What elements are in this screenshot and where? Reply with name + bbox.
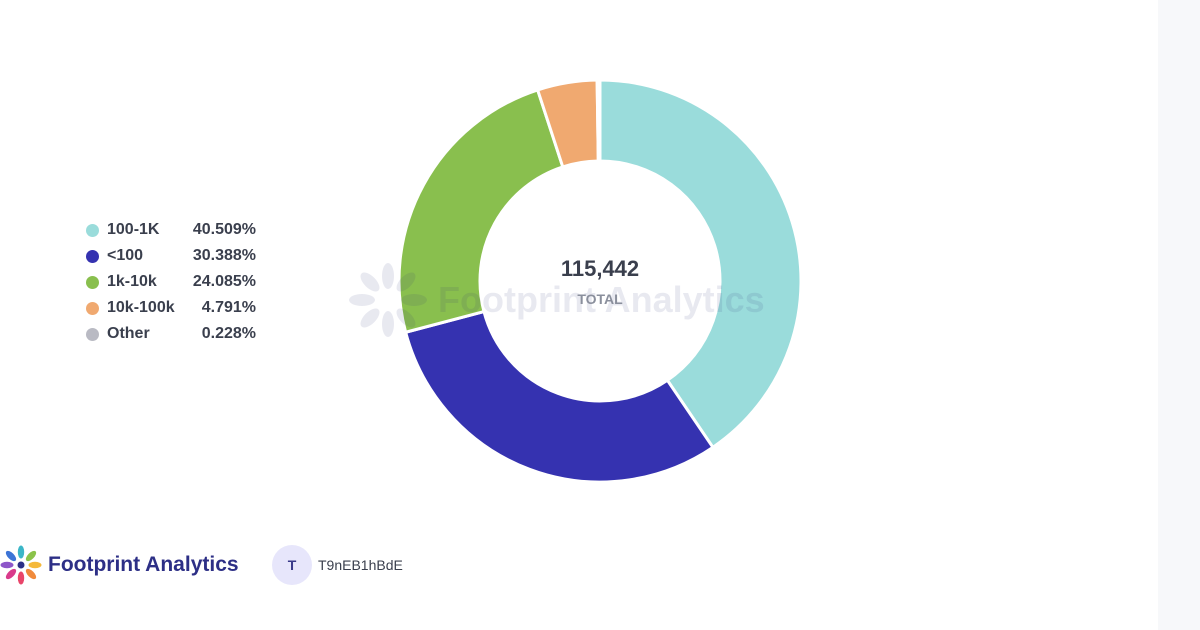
legend-value: 0.228%	[201, 325, 256, 342]
legend-swatch	[86, 327, 99, 341]
donut-slice[interactable]	[397, 88, 565, 335]
legend-swatch	[86, 249, 99, 263]
legend-swatch	[86, 223, 99, 237]
avatar: T	[272, 545, 312, 585]
footprint-logo-icon	[0, 545, 42, 585]
legend-value: 4.791%	[201, 299, 256, 316]
donut-center-label: TOTAL	[577, 291, 623, 307]
legend-item[interactable]: 1k-10k 24.085%	[86, 269, 256, 295]
legend-label: 10k-100k	[107, 299, 175, 316]
author-chip[interactable]: T T9nEB1hBdE	[272, 545, 403, 585]
brand-name: Footprint Analytics	[48, 553, 239, 576]
donut-slice[interactable]	[403, 309, 715, 484]
legend-swatch	[86, 275, 99, 289]
donut-slice[interactable]	[598, 78, 803, 450]
donut-slice[interactable]	[595, 78, 602, 163]
legend-item[interactable]: 10k-100k 4.791%	[86, 295, 256, 321]
chart-legend: 100-1K 40.509% <100 30.388% 1k-10k 24.08…	[86, 217, 256, 347]
legend-item[interactable]: 100-1K 40.509%	[86, 217, 256, 243]
donut-center-total: 115,442	[560, 256, 640, 281]
legend-item[interactable]: <100 30.388%	[86, 243, 256, 269]
legend-label: 1k-10k	[107, 273, 157, 290]
legend-label: Other	[107, 325, 150, 342]
legend-label: <100	[107, 247, 144, 264]
legend-value: 30.388%	[192, 247, 256, 264]
footer-brand[interactable]: Footprint Analytics	[0, 544, 239, 586]
legend-item[interactable]: Other 0.228%	[86, 321, 256, 347]
author-name: T9nEB1hBdE	[318, 557, 403, 573]
legend-value: 40.509%	[192, 221, 256, 238]
right-edge-strip	[1158, 0, 1200, 630]
legend-swatch	[86, 301, 99, 315]
legend-label: 100-1K	[107, 221, 160, 238]
legend-value: 24.085%	[192, 273, 256, 290]
